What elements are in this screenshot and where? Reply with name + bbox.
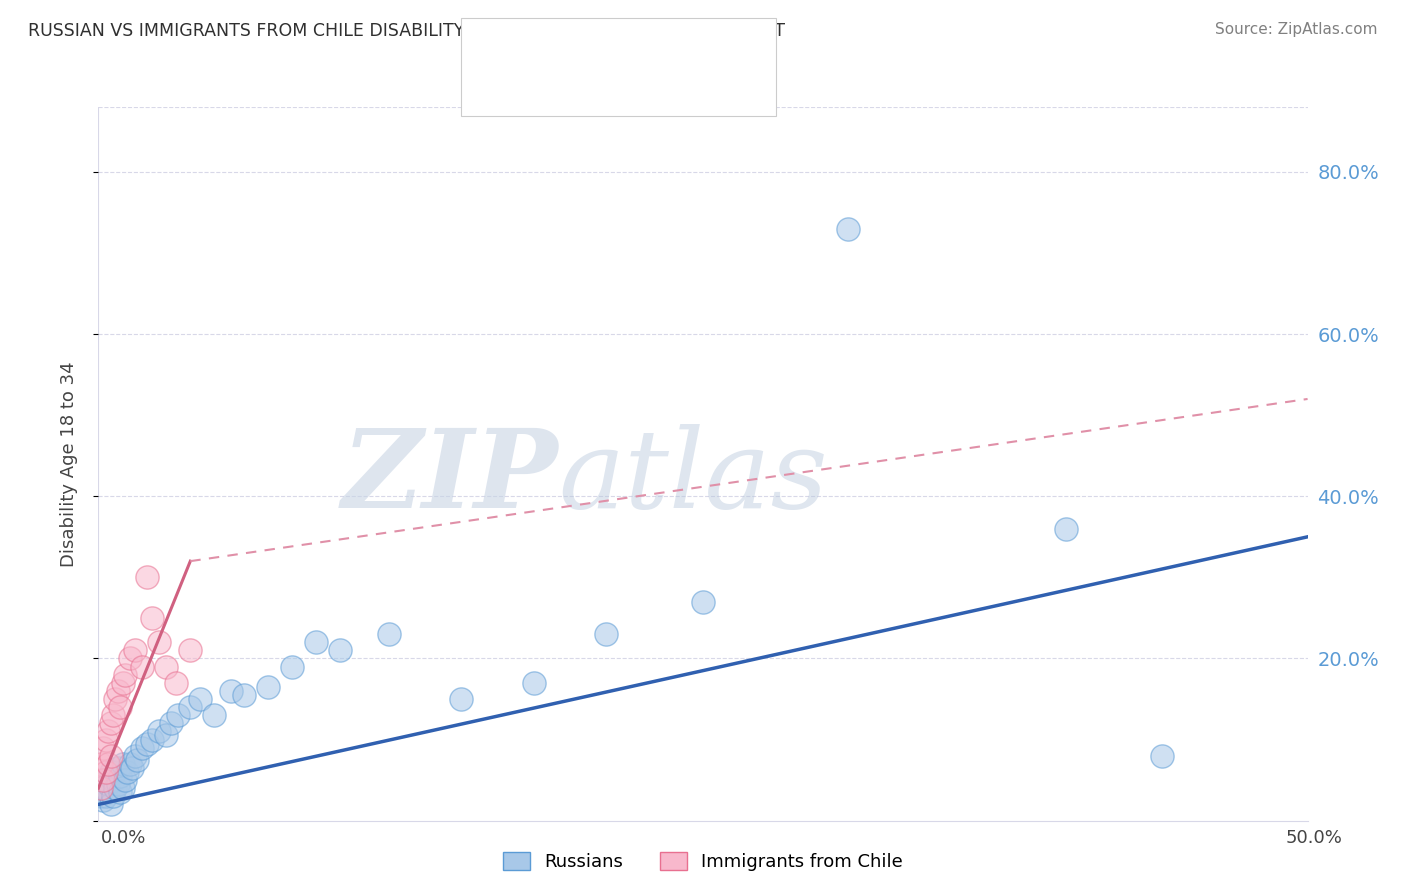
Point xyxy=(329,643,352,657)
Point xyxy=(118,756,141,771)
Legend: Russians, Immigrants from Chile: Russians, Immigrants from Chile xyxy=(496,845,910,879)
Point xyxy=(97,785,120,799)
Point xyxy=(131,740,153,755)
Point xyxy=(100,764,122,779)
Point xyxy=(165,675,187,690)
Point xyxy=(91,793,114,807)
Point xyxy=(91,781,114,796)
Text: R = 0.548: R = 0.548 xyxy=(506,37,605,57)
Point xyxy=(179,700,201,714)
Point xyxy=(94,773,117,788)
Point xyxy=(167,708,190,723)
Point xyxy=(256,680,278,694)
Point xyxy=(155,729,177,743)
Point xyxy=(692,595,714,609)
Point xyxy=(107,684,129,698)
Point xyxy=(141,611,163,625)
Point xyxy=(107,777,129,791)
Point xyxy=(232,688,254,702)
Point xyxy=(305,635,328,649)
Point xyxy=(90,781,112,796)
Point xyxy=(108,700,131,714)
Text: N = 25: N = 25 xyxy=(626,70,699,90)
Point xyxy=(108,769,131,783)
Text: Source: ZipAtlas.com: Source: ZipAtlas.com xyxy=(1215,22,1378,37)
Point xyxy=(104,781,127,796)
Point xyxy=(155,659,177,673)
Point xyxy=(108,785,131,799)
Point xyxy=(101,773,124,788)
Text: N = 49: N = 49 xyxy=(626,37,699,57)
Point xyxy=(160,716,183,731)
Point xyxy=(148,635,170,649)
Point xyxy=(188,692,211,706)
Point xyxy=(90,789,112,804)
Point xyxy=(523,675,546,690)
Point xyxy=(450,692,472,706)
Point xyxy=(104,692,127,706)
Point xyxy=(1152,748,1174,763)
Point xyxy=(90,756,112,771)
Point xyxy=(111,675,134,690)
Point xyxy=(97,724,120,739)
Point xyxy=(91,740,114,755)
Point xyxy=(104,764,127,779)
Point xyxy=(107,761,129,775)
Point xyxy=(91,773,114,788)
Point xyxy=(97,756,120,771)
Point xyxy=(100,748,122,763)
Point xyxy=(377,627,399,641)
Text: ZIP: ZIP xyxy=(342,425,558,532)
Point xyxy=(97,777,120,791)
Point xyxy=(111,756,134,771)
Point xyxy=(100,716,122,731)
Point xyxy=(124,748,146,763)
Point xyxy=(135,737,157,751)
Point xyxy=(100,797,122,812)
Point xyxy=(94,764,117,779)
Point xyxy=(281,659,304,673)
Point xyxy=(179,643,201,657)
Text: 0.0%: 0.0% xyxy=(101,829,146,847)
Text: RUSSIAN VS IMMIGRANTS FROM CHILE DISABILITY AGE 18 TO 34 CORRELATION CHART: RUSSIAN VS IMMIGRANTS FROM CHILE DISABIL… xyxy=(28,22,785,40)
Point xyxy=(121,761,143,775)
Point xyxy=(114,773,136,788)
Point xyxy=(114,667,136,681)
Point xyxy=(101,789,124,804)
Text: 50.0%: 50.0% xyxy=(1286,829,1343,847)
Point xyxy=(111,781,134,796)
Point xyxy=(118,651,141,665)
Y-axis label: Disability Age 18 to 34: Disability Age 18 to 34 xyxy=(59,361,77,566)
Point xyxy=(1054,522,1077,536)
Point xyxy=(101,708,124,723)
Point xyxy=(94,789,117,804)
Point xyxy=(127,753,149,767)
Point xyxy=(595,627,617,641)
Point xyxy=(94,732,117,747)
Point xyxy=(124,643,146,657)
Point xyxy=(131,659,153,673)
Text: atlas: atlas xyxy=(558,425,828,532)
Point xyxy=(141,732,163,747)
Point xyxy=(837,221,859,235)
Point xyxy=(221,684,243,698)
Point xyxy=(204,708,226,723)
Point xyxy=(135,570,157,584)
Point xyxy=(117,764,139,779)
Point xyxy=(148,724,170,739)
Text: R = 0.486: R = 0.486 xyxy=(506,70,605,90)
